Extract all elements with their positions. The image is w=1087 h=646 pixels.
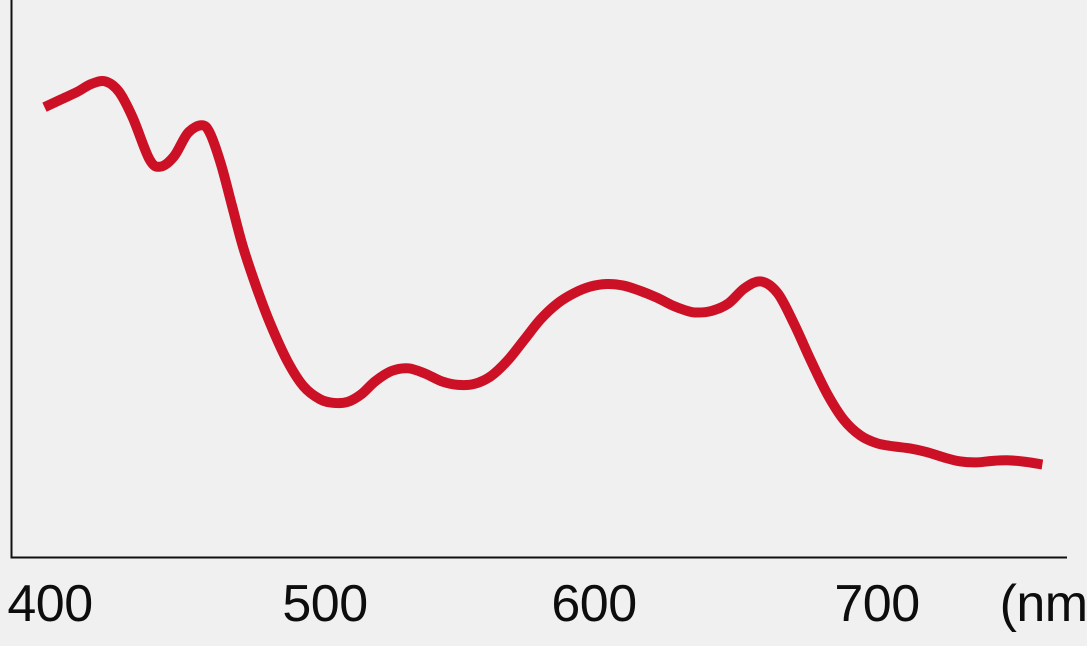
x-tick-label-400: 400 xyxy=(7,575,93,633)
plot-axes xyxy=(10,0,1067,559)
x-axis-unit-label: (nm) xyxy=(999,575,1087,633)
spectral-power-curve xyxy=(42,75,1044,470)
x-tick-label-500: 500 xyxy=(282,575,368,633)
x-tick-label-700: 700 xyxy=(834,575,920,633)
x-tick-label-600: 600 xyxy=(551,575,637,633)
